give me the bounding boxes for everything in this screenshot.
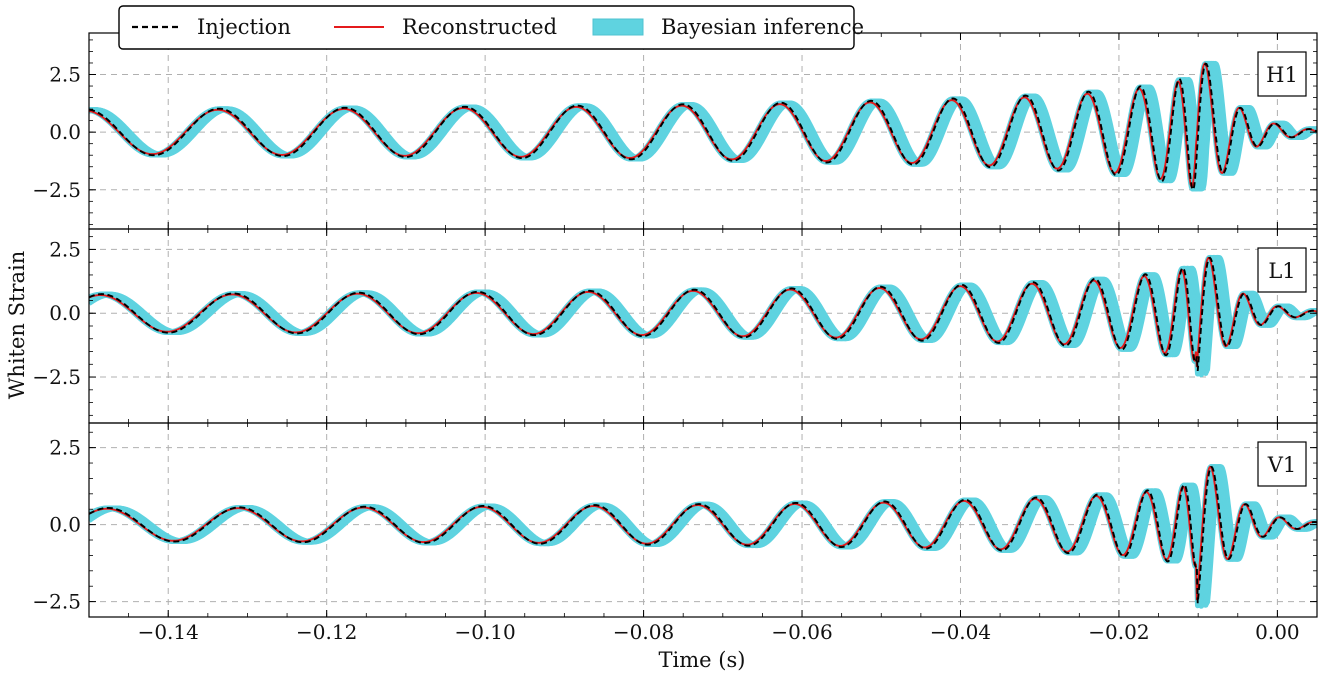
y-tick-label: 2.5	[49, 237, 81, 261]
y-tick-label: 0.0	[49, 301, 81, 325]
detector-label-box	[1257, 51, 1307, 97]
legend-injection-label: Injection	[197, 15, 291, 39]
x-tick-label: −0.12	[296, 620, 357, 644]
panel-h1: −2.5 0.0 2.5 H1	[32, 32, 1318, 230]
detector-label-box	[1257, 247, 1307, 293]
panel-v1: −2.5 0.0 2.5 V1	[32, 422, 1318, 618]
y-axis-label: Whiten Strain	[5, 251, 29, 400]
detector-label: L1	[1268, 259, 1295, 283]
x-tick-label: −0.02	[1088, 620, 1149, 644]
plot-area	[89, 464, 1317, 609]
y-tick-label: −2.5	[32, 590, 81, 614]
x-tick-label: −0.04	[930, 620, 991, 644]
plot-area	[89, 60, 1317, 192]
y-tick-label: 0.0	[49, 120, 81, 144]
legend-bayesian-swatch	[592, 18, 644, 36]
legend-reconstructed-label: Reconstructed	[402, 15, 557, 39]
y-tick-label: 0.0	[49, 513, 81, 537]
x-tick-label: −0.06	[771, 620, 832, 644]
x-tick-label: −0.08	[613, 620, 674, 644]
y-tick-label: 2.5	[49, 436, 81, 460]
y-tick-label: −2.5	[32, 178, 81, 202]
x-axis-label: Time (s)	[659, 648, 746, 672]
panels-layer: −2.5 0.0 2.5 H1 −2.5 0.0 2.5 L1 −2.5 0.0 2.5 V1 −0.1…	[32, 32, 1318, 644]
panel-l1: −2.5 0.0 2.5 L1	[32, 228, 1318, 424]
x-tick-label: 0.00	[1255, 620, 1300, 644]
y-tick-label: −2.5	[32, 365, 81, 389]
legend-box	[118, 5, 855, 50]
injection-line	[89, 256, 1317, 372]
injection-line	[89, 62, 1317, 191]
detector-label: V1	[1267, 453, 1297, 477]
detector-label-box	[1257, 441, 1307, 487]
injection-line	[89, 465, 1317, 604]
x-tick-label: −0.14	[138, 620, 199, 644]
legend: Injection Reconstructed Bayesian inferen…	[118, 5, 864, 50]
panel-frame	[88, 422, 1318, 618]
plot-area	[89, 254, 1317, 378]
legend-bayesian-label: Bayesian inference	[661, 15, 864, 39]
x-tick-label: −0.10	[454, 620, 515, 644]
reconstructed-line	[89, 465, 1317, 601]
y-tick-label: 2.5	[49, 63, 81, 87]
detector-label: H1	[1266, 63, 1298, 87]
